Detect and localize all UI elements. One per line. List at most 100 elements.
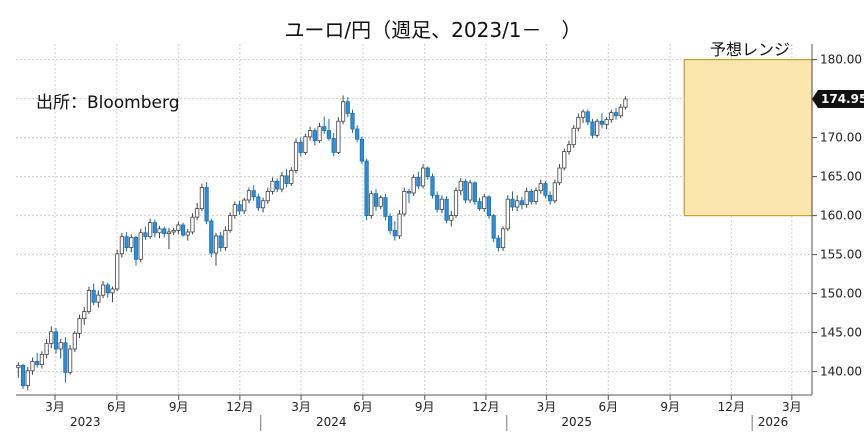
candle-body <box>171 230 176 233</box>
candle-body <box>524 191 529 206</box>
candle-body <box>566 144 572 153</box>
x-tick-label: 3月 <box>537 400 557 414</box>
candle-body <box>199 187 204 209</box>
y-tick-label: 170.00 <box>820 131 862 145</box>
year-label: 2023 <box>70 415 101 429</box>
candle-body <box>204 187 209 222</box>
candle-body <box>25 370 30 387</box>
candle-body <box>77 318 82 334</box>
candle-body <box>359 138 364 162</box>
candle-body <box>336 120 341 153</box>
candle-body <box>449 215 454 221</box>
candle-body <box>420 167 426 187</box>
candle-body <box>580 111 586 118</box>
candle-body <box>289 169 294 185</box>
candle-body <box>557 167 562 184</box>
candle-body <box>44 343 49 355</box>
candle-body <box>303 136 308 153</box>
candle-body <box>110 288 115 294</box>
candle-body <box>152 222 157 234</box>
candle-body <box>444 198 449 221</box>
candle-body <box>453 190 459 216</box>
candle-body <box>538 183 543 192</box>
candle-body <box>242 199 247 212</box>
candle-body <box>435 194 440 210</box>
candle-body <box>157 228 162 234</box>
candle-body <box>477 201 482 209</box>
candle-body <box>463 180 468 201</box>
candle-body <box>20 364 26 387</box>
candle-body <box>30 361 35 372</box>
x-tick-label: 12月 <box>718 400 745 414</box>
year-label: 2025 <box>561 415 592 429</box>
candle-body <box>548 194 553 202</box>
candle-body <box>293 141 299 171</box>
candle-body <box>613 112 619 117</box>
candle-body <box>519 200 524 206</box>
candle-body <box>576 116 581 129</box>
candle-body <box>260 200 266 209</box>
candle-body <box>35 361 40 365</box>
last-value-label: 174.95 <box>821 92 866 106</box>
candle-body <box>486 196 492 217</box>
candle-body <box>251 190 256 198</box>
forecast-range-box <box>683 58 813 217</box>
last-value-layer: 174.95 <box>812 89 866 108</box>
year-label: 2026 <box>758 415 789 429</box>
candle-body <box>195 208 200 218</box>
candle-body <box>355 128 360 140</box>
candle-body <box>326 130 332 139</box>
candle-body <box>124 236 129 248</box>
candle-body <box>331 137 336 153</box>
candle-body <box>232 204 237 216</box>
candle-body <box>190 216 195 233</box>
candle-body <box>543 183 548 196</box>
candle-body <box>345 101 350 114</box>
candle-body <box>482 196 487 209</box>
candle-body <box>105 284 110 294</box>
candle-body <box>468 182 473 201</box>
candle-body <box>218 235 223 248</box>
candle-body <box>53 331 59 350</box>
candle-body <box>364 160 369 216</box>
candle-body <box>162 228 167 234</box>
x-tick-label: 9月 <box>169 400 189 414</box>
candle-body <box>96 294 101 303</box>
candle-body <box>265 191 270 202</box>
candle-body <box>590 121 595 136</box>
candle-body <box>416 176 421 187</box>
candle-body <box>491 215 496 239</box>
candle-body <box>49 331 54 344</box>
candle-body <box>166 231 172 234</box>
candle-body <box>510 198 515 208</box>
last-value-badge <box>812 89 864 108</box>
candle-body <box>129 237 134 248</box>
candle-body <box>472 182 477 202</box>
x-tick-label: 3月 <box>291 400 311 414</box>
source-note: 出所：Bloomberg <box>36 93 180 113</box>
candle-body <box>388 215 393 231</box>
candle-body <box>39 354 44 365</box>
candle-body <box>317 126 322 142</box>
candle-body <box>91 290 96 303</box>
candle-body <box>595 120 600 136</box>
x-tick-label: 9月 <box>660 400 680 414</box>
y-tick-label: 155.00 <box>820 248 862 262</box>
y-tick-label: 165.00 <box>820 170 862 184</box>
candle-body <box>402 191 407 215</box>
candle-body <box>430 176 435 196</box>
candle-body <box>383 197 388 217</box>
candle-body <box>82 311 87 319</box>
candle-body <box>237 204 242 212</box>
candle-body <box>185 231 190 236</box>
candle-body <box>604 119 609 125</box>
x-tick-label: 6月 <box>107 400 127 414</box>
candle-body <box>425 167 430 178</box>
x-tick-label: 6月 <box>598 400 618 414</box>
candle-body <box>176 224 181 231</box>
candle-body <box>397 213 402 237</box>
candle-body <box>100 284 106 296</box>
candle-body <box>63 342 68 373</box>
x-tick-label: 3月 <box>782 400 802 414</box>
